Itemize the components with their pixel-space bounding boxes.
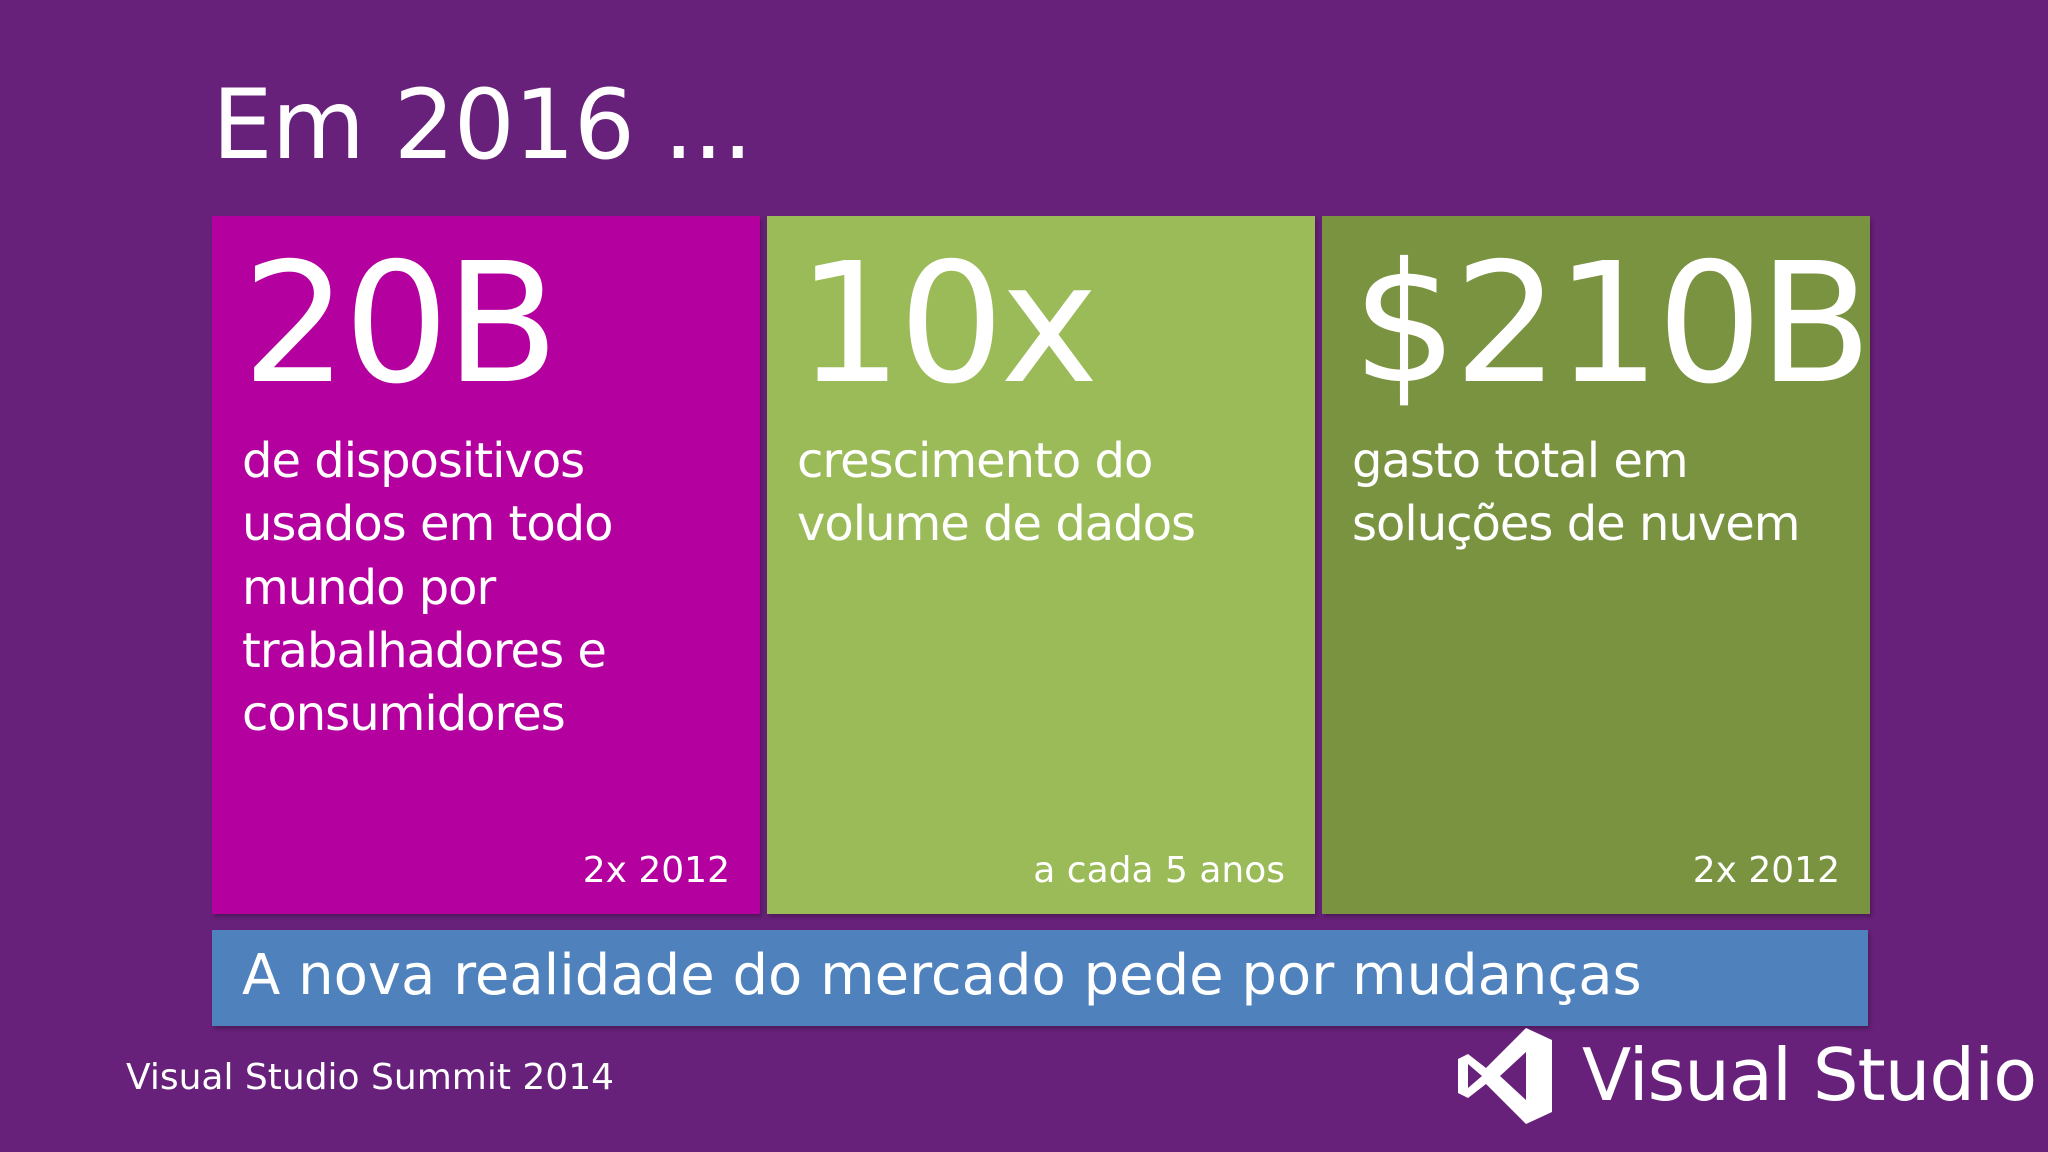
stat-footnote: 2x 2012 [582,849,730,891]
stat-footnote: a cada 5 anos [1033,849,1285,891]
slide-title: Em 2016 ... [212,69,753,181]
stat-description: crescimento do volume de dados [797,433,1196,553]
event-label: Visual Studio Summit 2014 [126,1057,615,1098]
stat-description: de dispositivos usados em todo mundo por… [242,433,614,743]
banner-text: A nova realidade do mercado pede por mud… [242,943,1642,1008]
visual-studio-logo: Visual Studio [1456,1026,2037,1126]
stat-tile-cloud-spend: $210B gasto total em soluções de nuvem 2… [1322,216,1872,914]
stat-value: 10x [797,228,1098,421]
stat-description: gasto total em soluções de nuvem [1352,433,1800,553]
visual-studio-logo-icon [1458,1028,1552,1124]
stat-value: 20B [242,228,559,421]
message-banner: A nova realidade do mercado pede por mud… [212,930,1868,1026]
stat-tile-data-volume: 10x crescimento do volume de dados a cad… [767,216,1315,914]
logo-text: Visual Studio [1582,1033,2037,1117]
stat-footnote: 2x 2012 [1692,849,1840,891]
stat-value: $210B [1352,228,1872,421]
stat-tile-devices: 20B de dispositivos usados em todo mundo… [212,216,760,914]
